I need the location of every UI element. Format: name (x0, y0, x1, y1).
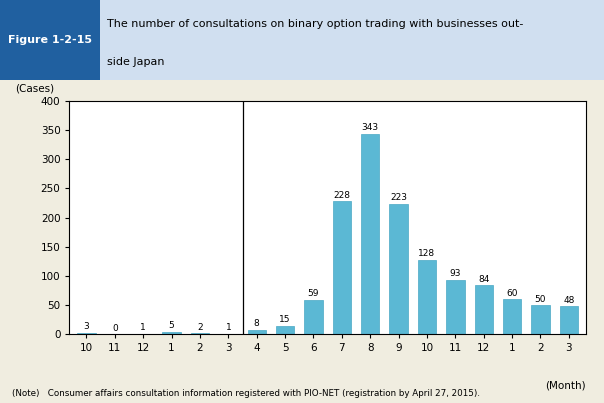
Text: 343: 343 (362, 123, 379, 132)
Bar (418, 260, 436, 334)
Text: (Month): (Month) (545, 380, 586, 390)
Text: 84: 84 (478, 275, 489, 284)
Bar (532, 305, 550, 334)
Bar (560, 306, 578, 334)
Text: The number of consultations on binary option trading with businesses out-: The number of consultations on binary op… (107, 19, 523, 29)
Text: 223: 223 (390, 193, 407, 202)
Bar (276, 326, 294, 334)
Text: 1: 1 (140, 323, 146, 332)
Text: 5: 5 (169, 321, 175, 330)
Text: 60: 60 (506, 289, 518, 298)
Bar (333, 201, 351, 334)
Text: Figure 1-2-15: Figure 1-2-15 (8, 35, 92, 45)
Bar (390, 204, 408, 334)
Text: 93: 93 (449, 269, 461, 278)
Text: side Japan: side Japan (107, 57, 164, 67)
Text: (Note)   Consumer affairs consultation information registered with PIO-NET (regi: (Note) Consumer affairs consultation inf… (12, 389, 480, 398)
Text: 128: 128 (419, 249, 435, 258)
Bar (248, 330, 266, 334)
Bar (475, 285, 493, 334)
Text: 0: 0 (112, 324, 118, 333)
Bar (191, 333, 209, 334)
Text: 48: 48 (563, 296, 574, 305)
Text: 3: 3 (83, 322, 89, 331)
Text: 8: 8 (254, 319, 260, 328)
Text: 228: 228 (333, 191, 350, 199)
Bar (162, 332, 181, 334)
Text: 15: 15 (280, 315, 291, 324)
Bar (361, 134, 379, 334)
Text: 2: 2 (197, 322, 203, 332)
Bar (503, 299, 521, 334)
Bar (0, 0, 100, 80)
Text: 59: 59 (307, 289, 320, 298)
Text: (Cases): (Cases) (15, 84, 54, 94)
Text: 1: 1 (225, 323, 231, 332)
Bar (304, 300, 323, 334)
Text: 50: 50 (535, 295, 546, 303)
Bar (446, 280, 464, 334)
Bar (77, 333, 95, 334)
